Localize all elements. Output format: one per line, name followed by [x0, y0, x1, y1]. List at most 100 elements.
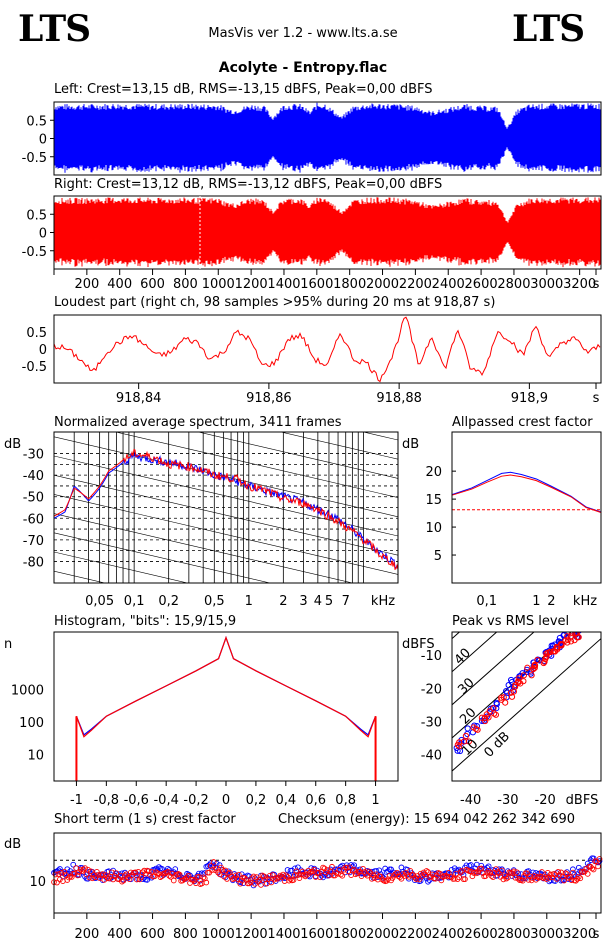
peakrms-point-R	[528, 672, 535, 679]
shortcrest-point-R	[57, 876, 63, 883]
right-waveform-xtick-label: 2400	[432, 277, 465, 292]
right-waveform-xtick-label: 1600	[300, 277, 333, 292]
shortcrest-point-R	[370, 872, 377, 879]
allpass-frame	[451, 431, 602, 584]
loudest-ytick-label: 0.5	[26, 326, 47, 341]
spectrum-slope-line	[54, 455, 398, 537]
left-waveform-frame	[53, 101, 602, 176]
peakrms-point-R	[550, 648, 557, 655]
peakrms-ytick-label: -30	[421, 715, 442, 730]
histogram-ytick-label: 1000	[11, 684, 44, 699]
peakrms-point-R	[500, 694, 507, 701]
allpass-ytick-label: 5	[434, 549, 442, 564]
shortcrest-point-R	[482, 873, 489, 879]
right-panel-title: Right: Crest=13,12 dB, RMS=-13,12 dBFS, …	[54, 177, 443, 192]
shortcrest-point-R	[203, 879, 210, 886]
right-waveform-xtick-label: 1200	[235, 277, 268, 292]
right-waveform-xtick-label: 800	[173, 277, 198, 292]
shortcrest-point-R	[544, 869, 551, 876]
loudest-xtick-label: 918,9	[511, 391, 548, 406]
shortcrest-point-R	[432, 875, 439, 882]
shortcrest-point-R	[596, 856, 603, 862]
shortcrest-point-R	[266, 872, 273, 879]
shortcrest-point-R	[299, 868, 306, 875]
spectrum-slope-line	[54, 513, 354, 583]
shortcrest-point-R	[524, 870, 530, 877]
allpass-xtick-label: 1	[532, 594, 540, 609]
shortcrest-point-R	[373, 871, 380, 878]
loudest-trace	[53, 316, 601, 383]
peakrms-point-R	[531, 664, 538, 672]
histogram-xtick-label: 0,4	[275, 793, 296, 808]
peakrms-point-R	[530, 665, 537, 673]
shortcrest-point-R	[512, 874, 519, 881]
shortcrest-point-R	[423, 868, 430, 874]
peakrms-point-R	[482, 717, 489, 725]
spectrum-xtick-label: 7	[342, 594, 350, 609]
allpass-ylabel: dB	[402, 437, 419, 452]
spectrum-slope-line	[54, 532, 272, 583]
spectrum-slope-line	[362, 432, 398, 441]
histogram-xtick-label: -0,2	[183, 793, 208, 808]
file-title: Acolyte - Entropy.flac	[218, 60, 388, 76]
shortcrest-point-R	[88, 868, 94, 875]
shortcrest-point-R	[132, 869, 139, 876]
histogram-series-L	[75, 635, 377, 736]
histogram-ytick-label: 10	[27, 748, 44, 763]
peakrms-point-R	[553, 646, 561, 653]
shortcrest-point-L	[478, 862, 485, 869]
right-waveform-xtick-label: 3200	[563, 277, 596, 292]
shortcrest-point-R	[58, 869, 65, 876]
shortcrest-point-R	[587, 863, 594, 870]
spectrum-series-R	[53, 448, 399, 571]
shortcrest-ytick-label: 10	[29, 875, 46, 890]
shortcrest-xtick-label: s	[593, 927, 600, 942]
shortcrest-xtick-label: 200	[74, 927, 99, 942]
peakrms-diagonal-label: 40	[452, 646, 474, 668]
shortcrest-point-R	[265, 876, 272, 883]
histogram-xtick-label: -0,6	[124, 793, 149, 808]
allpass-ytick-label: 15	[425, 493, 442, 508]
shortcrest-point-R	[145, 868, 152, 875]
shortcrest-point-R	[577, 875, 584, 882]
peakrms-point-R	[534, 657, 541, 664]
right-waveform-frame	[53, 195, 602, 270]
shortcrest-point-L	[164, 865, 171, 872]
right-waveform-xtick-label: s	[593, 277, 600, 292]
peakrms-point-R	[515, 675, 522, 682]
spectrum-slope-line	[54, 551, 189, 583]
shortcrest-point-R	[296, 875, 303, 881]
shortcrest-point-L	[373, 868, 380, 874]
shortcrest-point-L	[122, 869, 128, 876]
shortcrest-point-R	[567, 874, 573, 881]
shortcrest-point-L	[388, 866, 394, 873]
shortcrest-point-R	[215, 869, 221, 876]
shortcrest-point-R	[65, 874, 72, 881]
shortcrest-point-R	[293, 868, 300, 875]
peakrms-point-R	[564, 639, 571, 646]
shortcrest-point-L	[253, 877, 260, 884]
shortcrest-point-R	[327, 868, 334, 875]
shortcrest-point-R	[339, 872, 346, 879]
shortcrest-point-L	[250, 882, 257, 889]
shortcrest-point-R	[346, 864, 353, 871]
shortcrest-point-R	[74, 872, 81, 879]
shortcrest-point-R	[469, 873, 476, 880]
histogram-xtick-label: 0,2	[246, 793, 267, 808]
shortcrest-point-L	[570, 866, 576, 873]
peakrms-point-R	[462, 732, 470, 740]
shortcrest-xtick-label: 800	[173, 927, 198, 942]
left-waveform-envelope	[53, 102, 602, 173]
spectrum-xtick-label: kHz	[371, 594, 395, 609]
right-waveform-xtick-label: 2000	[366, 277, 399, 292]
shortcrest-point-R	[268, 879, 275, 886]
histogram-ylabel: n	[4, 637, 12, 652]
shortcrest-point-R	[561, 877, 567, 884]
histogram-xtick-label: 0,6	[305, 793, 326, 808]
shortcrest-xtick-label: 2800	[497, 927, 530, 942]
shortcrest-point-R	[311, 866, 318, 873]
shortcrest-xtick-label: 1200	[235, 927, 268, 942]
peakrms-point-R	[481, 714, 489, 722]
shortcrest-point-R	[555, 869, 561, 875]
